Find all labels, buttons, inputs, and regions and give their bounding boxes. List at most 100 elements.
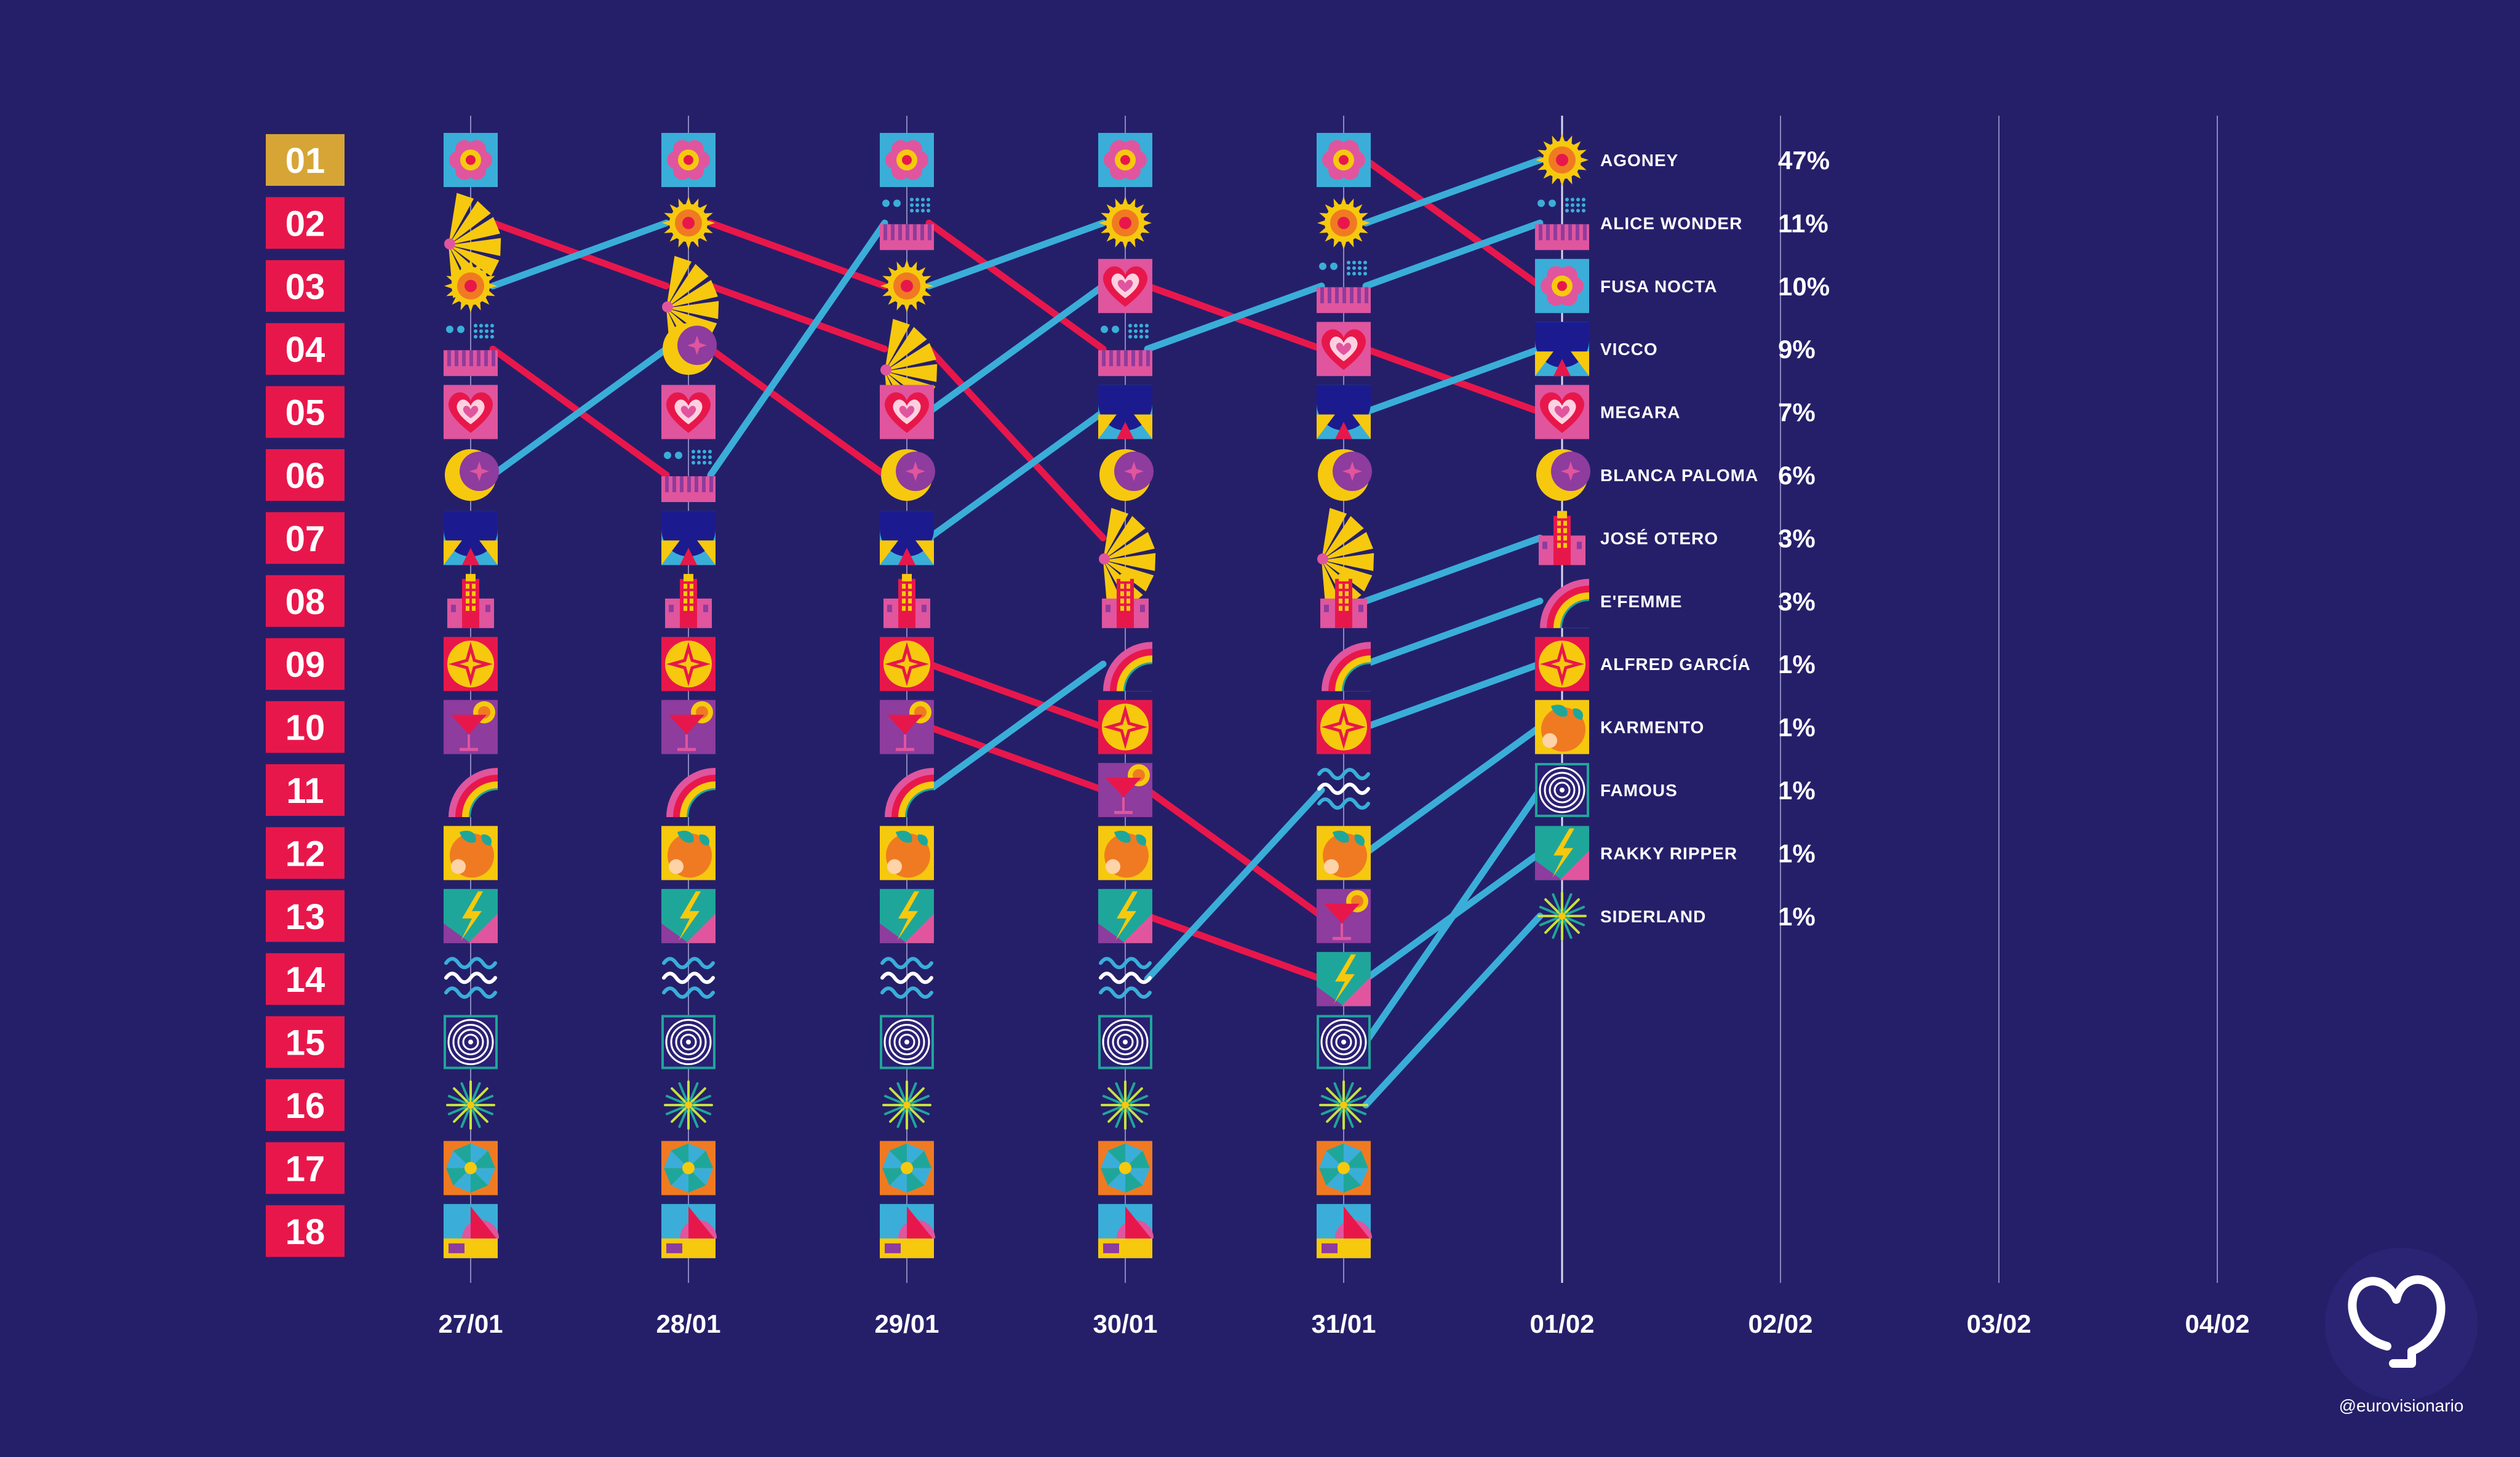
rank-badge (266, 890, 345, 942)
participant-icons (444, 133, 1590, 1258)
pinwheel-icon (444, 1141, 498, 1196)
piano-icon (444, 324, 498, 377)
rank-label: 09 (285, 645, 325, 685)
rank-badge (266, 575, 345, 627)
rank-badge (266, 323, 345, 375)
result-name: ALFRED GARCÍA (1600, 655, 1751, 674)
bowtie-icon (444, 511, 498, 565)
rainbow-icon (449, 768, 498, 817)
waves-icon (1317, 768, 1370, 810)
movement-line-piano (707, 219, 888, 479)
sunset-icon (1317, 1204, 1372, 1258)
building-icon (883, 573, 930, 628)
waves-icon (444, 957, 497, 999)
eurovision-heart-logo-icon (2348, 1275, 2446, 1368)
heart-icon (1535, 385, 1589, 439)
pinwheel-icon (1317, 1141, 1371, 1196)
movement-line-fan (925, 345, 1107, 541)
bowtie-icon (661, 511, 716, 565)
movement-line-sun (707, 219, 888, 290)
movement-line-waves (1144, 786, 1325, 983)
result-name: SIDERLAND (1600, 907, 1706, 926)
rainbow-icon (666, 768, 716, 817)
result-percent: 47% (1778, 146, 1830, 175)
cocktail-icon (1317, 888, 1371, 943)
firework-icon (1101, 1080, 1150, 1130)
movement-line-building (1362, 534, 1544, 605)
bolt-icon (444, 888, 498, 943)
star-icon (1098, 700, 1152, 754)
waves-icon (662, 957, 715, 999)
movement-line-piano (925, 219, 1107, 353)
rank-label: 03 (285, 267, 325, 307)
result-name: AGONEY (1600, 151, 1678, 170)
result-percent: 11% (1778, 209, 1828, 238)
rank-badge (266, 764, 345, 816)
rainbow-icon (885, 768, 934, 817)
heart-icon (661, 385, 716, 439)
result-percent: 3% (1778, 587, 1816, 616)
rank-label: 15 (285, 1023, 325, 1063)
piano-icon (1317, 260, 1371, 313)
sun-icon (1536, 134, 1589, 186)
movement-line-sun (1362, 156, 1544, 226)
rank-badge (266, 449, 345, 501)
movement-line-piano (1362, 219, 1544, 290)
rank-label: 17 (285, 1149, 325, 1189)
brand: @eurovisionario (2325, 1248, 2478, 1415)
flower-icon (1317, 133, 1371, 187)
movement-lines (489, 156, 1544, 1109)
rank-label: 12 (285, 834, 325, 874)
vinyl-icon (1317, 1015, 1371, 1069)
star-icon (661, 637, 716, 692)
building-icon (665, 573, 712, 628)
handle-text: @eurovisionario (2339, 1396, 2464, 1415)
piano-icon (1098, 324, 1152, 377)
date-label: 30/01 (1093, 1309, 1157, 1338)
movement-line-piano (1144, 282, 1325, 353)
firework-icon (446, 1080, 495, 1130)
result-percent: 10% (1778, 272, 1830, 301)
flower-icon (1535, 258, 1589, 313)
result-percent: 3% (1778, 524, 1816, 553)
rank-badge (266, 134, 345, 186)
bolt-icon (1098, 888, 1152, 943)
movement-line-moon (707, 345, 888, 479)
sun-icon (1099, 196, 1152, 250)
heart-icon (1317, 322, 1371, 377)
orange-icon (661, 826, 716, 880)
orange-icon (880, 826, 934, 880)
sun-icon (662, 196, 715, 250)
movement-line-sun (489, 219, 670, 290)
rank-label: 10 (285, 708, 325, 748)
waves-icon (1099, 957, 1152, 999)
rank-label: 08 (285, 582, 325, 622)
sun-icon (444, 259, 497, 313)
rank-badge (266, 197, 345, 249)
result-percent: 1% (1778, 839, 1816, 868)
bowtie-icon (1317, 385, 1371, 439)
date-label: 03/02 (1966, 1309, 2031, 1338)
rank-badge (266, 1016, 345, 1068)
result-name: MEGARA (1600, 403, 1680, 422)
moon-icon (663, 323, 717, 375)
moon-icon (1099, 449, 1154, 501)
rank-label: 02 (285, 204, 325, 244)
rainbow-icon (1103, 642, 1152, 692)
movement-line-orange (1362, 724, 1544, 856)
rank-badge (266, 827, 345, 879)
result-percent: 1% (1778, 713, 1816, 742)
vinyl-icon (444, 1015, 498, 1069)
building-icon (447, 573, 494, 628)
vinyl-icon (880, 1015, 934, 1069)
movement-line-star (925, 660, 1107, 731)
moon-icon (1536, 449, 1590, 501)
bolt-icon (1535, 826, 1589, 880)
rank-label: 13 (285, 897, 325, 937)
rank-badge (266, 260, 345, 312)
sunset-icon (661, 1204, 717, 1258)
rank-label: 07 (285, 519, 325, 559)
orange-icon (1535, 700, 1589, 754)
